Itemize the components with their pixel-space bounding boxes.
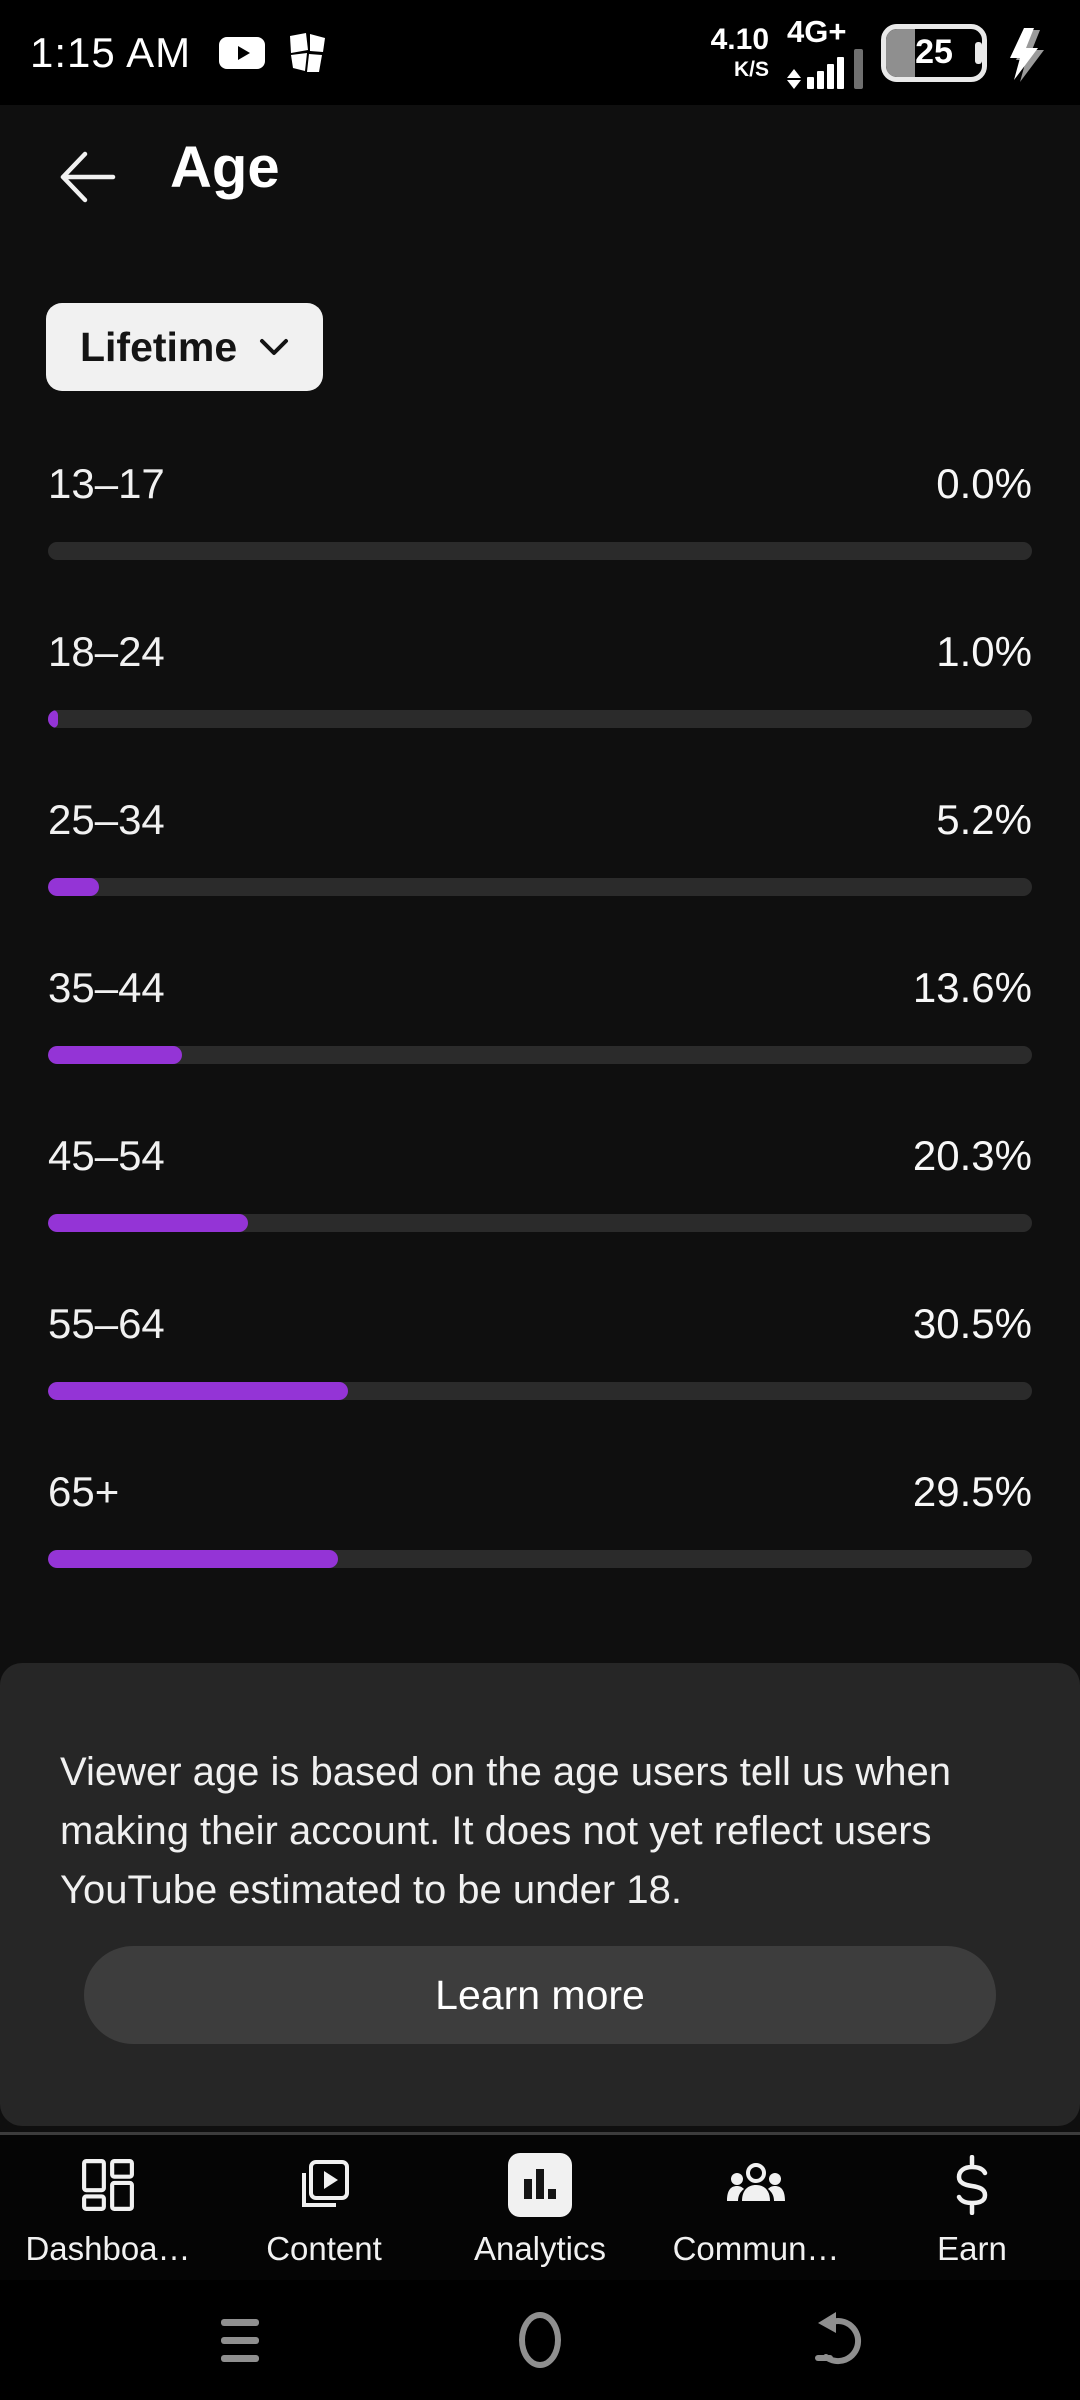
age-row-value: 20.3% xyxy=(912,1132,1032,1179)
analytics-icon xyxy=(524,2168,556,2199)
age-rows: 13–17 0.0% 18–24 1.0% 25–34 5.2% xyxy=(48,458,1032,1634)
age-row: 25–34 5.2% xyxy=(48,794,1032,962)
nav-item-dashboard[interactable]: Dashboa… xyxy=(0,2135,216,2280)
nav-label-dashboard: Dashboa… xyxy=(25,2229,191,2267)
gallery-collage-notification-icon xyxy=(290,32,326,72)
age-bar-track xyxy=(48,542,1032,560)
age-row-label: 55–64 xyxy=(48,1300,165,1347)
earn-dollar-icon xyxy=(956,2154,988,2215)
age-row-value: 0.0% xyxy=(936,460,1032,507)
age-row: 18–24 1.0% xyxy=(48,626,1032,794)
analytics-active-pill xyxy=(508,2152,572,2217)
signal-bars-icon xyxy=(807,57,844,89)
nav-item-analytics[interactable]: Analytics xyxy=(432,2135,648,2280)
age-bar-track xyxy=(48,1214,1032,1232)
sim2-signal-bar-icon xyxy=(854,49,863,89)
age-row-value: 1.0% xyxy=(936,628,1032,675)
age-bar-track xyxy=(48,1550,1032,1568)
android-home-button[interactable] xyxy=(495,2295,585,2385)
age-bar-fill xyxy=(48,710,58,728)
page-title: Age xyxy=(170,135,280,200)
info-panel: Viewer age is based on the age users tel… xyxy=(0,1663,1080,2126)
info-text: Viewer age is based on the age users tel… xyxy=(60,1750,951,1912)
age-row-value: 13.6% xyxy=(912,964,1032,1011)
home-circle-icon xyxy=(519,2312,561,2368)
nav-item-earn[interactable]: Earn xyxy=(864,2135,1080,2280)
back-arrow-icon xyxy=(60,151,116,203)
notification-icons xyxy=(219,31,329,75)
age-row: 65+ 29.5% xyxy=(48,1466,1032,1634)
network-type-label: 4G+ xyxy=(787,14,847,49)
content-icon xyxy=(302,2159,349,2207)
page-header: Age xyxy=(0,128,1080,228)
battery-percent: 25 xyxy=(915,33,953,71)
time-period-dropdown[interactable]: Lifetime xyxy=(46,303,324,391)
network-speed-value: 4.10 xyxy=(710,23,769,56)
age-row-value: 5.2% xyxy=(936,796,1032,843)
nav-item-content[interactable]: Content xyxy=(216,2135,432,2280)
data-activity-arrows-icon xyxy=(787,69,801,89)
time-period-label: Lifetime xyxy=(80,323,238,370)
android-recents-button[interactable] xyxy=(195,2295,285,2385)
age-row: 35–44 13.6% xyxy=(48,962,1032,1130)
android-back-button[interactable] xyxy=(795,2295,885,2385)
age-row: 45–54 20.3% xyxy=(48,1130,1032,1298)
learn-more-button[interactable]: Learn more xyxy=(84,1946,996,2044)
age-bar-fill xyxy=(48,1550,339,1568)
age-row-value: 30.5% xyxy=(912,1300,1032,1347)
nav-label-community: Commun… xyxy=(672,2229,840,2267)
status-indicators: 4.10 K/S 4G+ 25 xyxy=(711,16,1050,89)
nav-item-community[interactable]: Commun… xyxy=(648,2135,864,2280)
network-speed-indicator: 4.10 K/S xyxy=(710,23,769,81)
battery-tip xyxy=(975,41,982,64)
bottom-navigation: Dashboa… Content xyxy=(0,2132,1080,2280)
age-row: 13–17 0.0% xyxy=(48,458,1032,626)
dashboard-icon xyxy=(82,2158,134,2211)
age-bar-fill xyxy=(48,878,100,896)
age-bar-track xyxy=(48,1382,1032,1400)
age-row-label: 45–54 xyxy=(48,1132,165,1179)
android-back-icon xyxy=(815,2312,862,2364)
clock-time: 1:15 AM xyxy=(30,28,192,76)
nav-label-analytics: Analytics xyxy=(473,2229,607,2267)
age-row-label: 65+ xyxy=(48,1468,120,1515)
age-row-label: 13–17 xyxy=(48,460,165,507)
network-speed-unit: K/S xyxy=(733,58,769,81)
community-icon xyxy=(727,2162,785,2201)
android-navigation-bar xyxy=(0,2280,1080,2400)
battery-icon: 25 xyxy=(881,23,987,82)
cellular-signal-indicator: 4G+ xyxy=(787,16,863,89)
recents-menu-icon xyxy=(221,2318,259,2362)
youtube-notification-icon xyxy=(219,36,266,69)
age-bar-fill xyxy=(48,1214,248,1232)
age-bar-track xyxy=(48,710,1032,728)
age-row: 55–64 30.5% xyxy=(48,1298,1032,1466)
age-row-label: 35–44 xyxy=(48,964,165,1011)
status-bar: 1:15 AM 4.10 K/S 4G+ xyxy=(0,0,1080,105)
age-bar-track xyxy=(48,1046,1032,1064)
nav-label-earn: Earn xyxy=(937,2229,1007,2267)
nav-label-content: Content xyxy=(266,2229,382,2267)
age-bar-fill xyxy=(48,1382,349,1400)
age-row-label: 18–24 xyxy=(48,628,165,675)
back-button[interactable] xyxy=(46,136,128,218)
charging-bolt-icon xyxy=(1010,27,1044,82)
chevron-down-icon xyxy=(260,339,289,355)
age-row-value: 29.5% xyxy=(912,1468,1032,1515)
age-row-label: 25–34 xyxy=(48,796,165,843)
age-bar-fill xyxy=(48,1046,182,1064)
age-bar-track xyxy=(48,878,1032,896)
